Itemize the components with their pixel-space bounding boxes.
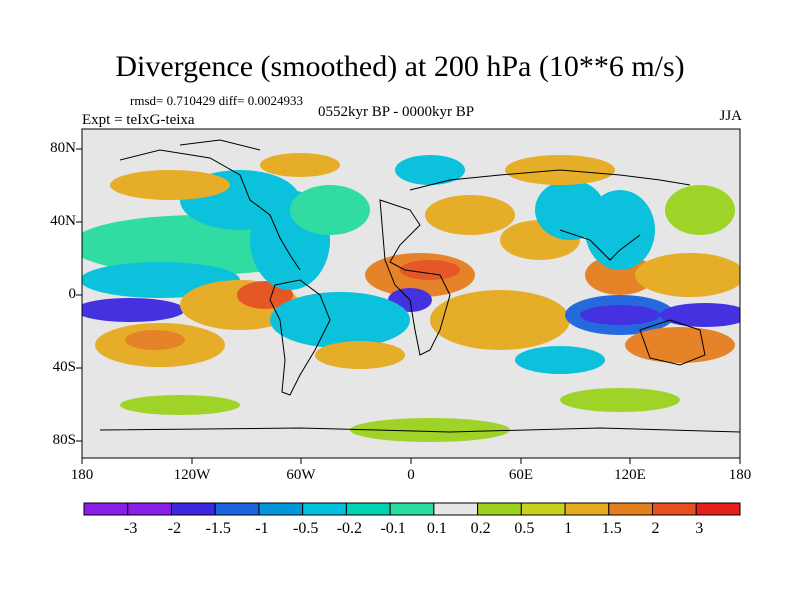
lat-label-80n: 80N — [50, 140, 76, 156]
colorbar-box — [564, 502, 610, 516]
colorbar-box — [214, 502, 260, 516]
colorbar-label: -1.5 — [205, 520, 231, 537]
lon-label-180w: 180 — [70, 467, 94, 483]
colorbar-label: 1 — [564, 520, 573, 537]
period-label: 0552kyr BP - 0000kyr BP — [318, 104, 475, 120]
colorbar-label: 3 — [695, 520, 704, 537]
colorbar — [83, 502, 741, 516]
lon-label-60w: 60W — [286, 467, 316, 483]
colorbar-box — [127, 502, 172, 516]
lon-label-120w: 120W — [173, 467, 211, 483]
colorbar-label: 0.2 — [470, 520, 491, 537]
lon-label-0: 0 — [407, 467, 415, 483]
season-label: JJA — [719, 108, 742, 124]
colorbar-label: -1 — [255, 520, 269, 537]
lat-label-0: 0 — [68, 286, 77, 302]
colorbar-box — [695, 502, 741, 516]
colorbar-box — [433, 502, 479, 516]
lon-label-60e: 60E — [508, 467, 534, 483]
colorbar-label: 2 — [651, 520, 660, 537]
colorbar-box — [389, 502, 435, 516]
lat-label-40n: 40N — [50, 213, 76, 229]
lat-label-80s: 80S — [52, 432, 76, 448]
colorbar-label: 0.1 — [426, 520, 447, 537]
colorbar-box — [477, 502, 522, 516]
colorbar-box — [345, 502, 391, 516]
contour-fill-layer — [82, 139, 740, 442]
colorbar-label: -2 — [167, 520, 182, 537]
divergence-contours — [82, 153, 740, 442]
axis-ticks — [76, 148, 741, 464]
colorbar-box — [83, 502, 129, 516]
colorbar-label: -0.5 — [292, 520, 319, 537]
lat-label-40s: 40S — [52, 359, 76, 375]
colorbar-box — [170, 502, 216, 516]
colorbar-label: -0.1 — [380, 520, 406, 537]
colorbar-box — [652, 502, 697, 516]
map-title: Divergence (smoothed) at 200 hPa (10**6 … — [115, 50, 685, 83]
colorbar-label: 1.5 — [601, 520, 622, 537]
colorbar-label: 0.5 — [514, 520, 535, 537]
lon-label-120e: 120E — [614, 467, 646, 483]
coastlines — [99, 139, 740, 433]
colorbar-box — [608, 502, 654, 516]
colorbar-box — [520, 502, 566, 516]
experiment-label: Expt = teIxG-teixa — [82, 112, 195, 128]
colorbar-box — [302, 502, 347, 516]
colorbar-label: -0.2 — [336, 520, 363, 537]
rmsd-stats: rmsd= 0.710429 diff= 0.0024933 — [130, 93, 303, 108]
lon-label-180e: 180 — [728, 467, 752, 483]
colorbar-box — [258, 502, 304, 516]
colorbar-label: -3 — [124, 520, 138, 537]
